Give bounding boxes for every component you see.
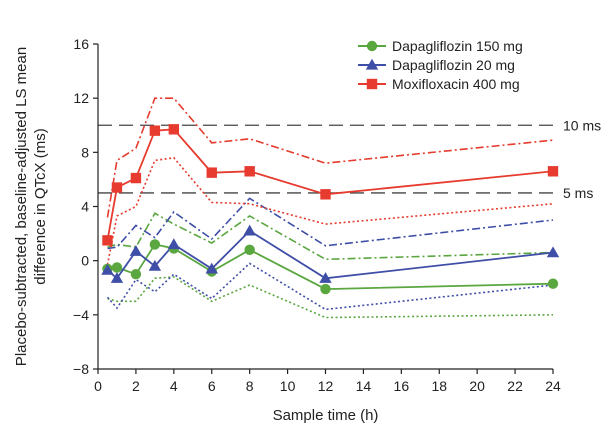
data-point-dapagliflozin-20-mg-8 — [546, 246, 560, 258]
y-tick-label: 4 — [81, 199, 89, 215]
data-point-dapagliflozin-20-mg-5 — [205, 262, 218, 274]
y-tick-label: 8 — [81, 144, 89, 160]
x-tick-label: 10 — [280, 378, 296, 394]
data-point-dapagliflozin-150-mg-3 — [149, 239, 161, 250]
y-tick-label: 12 — [73, 90, 89, 106]
data-point-moxifloxacin-400-mg-7 — [320, 189, 331, 200]
y-tick-label: −8 — [73, 361, 89, 377]
y-tick-label: −4 — [73, 307, 89, 323]
lower-ci-line-moxifloxacin-400-mg — [106, 156, 554, 265]
data-point-moxifloxacin-400-mg-1 — [111, 182, 123, 193]
data-point-dapagliflozin-20-mg-6 — [243, 224, 256, 236]
data-point-dapagliflozin-20-mg-1 — [110, 272, 124, 283]
confidence-interval-lines — [106, 97, 554, 319]
data-point-dapagliflozin-150-mg-6 — [244, 244, 255, 256]
data-point-dapagliflozin-20-mg-4 — [167, 238, 181, 250]
reference-label-5-ms: 5 ms — [563, 185, 593, 201]
x-tick-label: 22 — [507, 378, 523, 394]
data-point-dapagliflozin-150-mg-1 — [111, 262, 123, 273]
y-tick-label: 0 — [81, 253, 89, 269]
data-point-dapagliflozin-20-mg-3 — [148, 259, 162, 271]
data-point-moxifloxacin-400-mg-0 — [102, 235, 113, 246]
axis-labels: Sample time (h) Placebo-subtracted, base… — [13, 47, 378, 424]
data-point-dapagliflozin-20-mg-7 — [319, 272, 332, 283]
data-point-dapagliflozin-150-mg-7 — [320, 283, 331, 295]
y-axis-label-line-2: difference in QTcX (ms) — [32, 128, 49, 284]
legend-label-dapagliflozin-20-mg: Dapagliflozin 20 mg — [392, 57, 515, 73]
series-lines — [106, 128, 554, 291]
legend-marker-dapagliflozin-150-mg — [366, 40, 378, 52]
legend-marker-moxifloxacin-400-mg — [366, 78, 378, 90]
upper-ci-line-dapagliflozin-150-mg — [107, 212, 554, 261]
legend-marker-dapagliflozin-20-mg — [365, 58, 379, 70]
data-point-moxifloxacin-400-mg-2 — [130, 172, 142, 184]
lower-ci-line-dapagliflozin-150-mg — [107, 276, 554, 319]
reference-label-10-ms: 10 ms — [563, 117, 601, 133]
data-point-dapagliflozin-20-mg-2 — [129, 244, 143, 256]
lower-ci-line-dapagliflozin-20-mg — [106, 262, 554, 311]
series-markers — [101, 124, 560, 295]
x-tick-label: 6 — [208, 378, 216, 394]
x-tick-label: 16 — [394, 378, 410, 394]
x-tick-label: 14 — [356, 378, 372, 394]
x-tick-label: 12 — [318, 378, 334, 394]
data-point-moxifloxacin-400-mg-5 — [206, 167, 217, 178]
x-tick-label: 20 — [469, 378, 485, 394]
data-point-dapagliflozin-150-mg-2 — [130, 269, 142, 280]
x-tick-label: 4 — [170, 378, 178, 394]
data-point-dapagliflozin-150-mg-8 — [547, 278, 559, 289]
data-point-moxifloxacin-400-mg-6 — [244, 166, 255, 177]
legend-label-dapagliflozin-150-mg: Dapagliflozin 150 mg — [392, 38, 523, 54]
series-line-dapagliflozin-20-mg — [106, 229, 554, 280]
data-point-moxifloxacin-400-mg-4 — [168, 124, 180, 135]
x-tick-label: 24 — [545, 378, 561, 394]
y-axis-label-line-1: Placebo-subtracted, baseline-adjusted LS… — [13, 47, 30, 366]
x-tick-label: 18 — [431, 378, 447, 394]
legend: Dapagliflozin 150 mg Dapagliflozin 20 mg M… — [358, 38, 523, 92]
data-point-moxifloxacin-400-mg-8 — [547, 166, 559, 177]
data-point-moxifloxacin-400-mg-3 — [149, 125, 161, 136]
upper-ci-line-dapagliflozin-20-mg — [107, 197, 554, 250]
x-tick-label: 2 — [132, 378, 140, 394]
x-tick-label: 8 — [246, 378, 254, 394]
data-point-dapagliflozin-20-mg-0 — [101, 263, 114, 275]
upper-ci-line-moxifloxacin-400-mg — [106, 97, 554, 218]
x-tick-label: 0 — [94, 378, 102, 394]
legend-label-moxifloxacin-400-mg: Moxifloxacin 400 mg — [392, 76, 520, 92]
y-tick-label: 16 — [73, 36, 89, 52]
x-axis-label: Sample time (h) — [273, 407, 379, 424]
